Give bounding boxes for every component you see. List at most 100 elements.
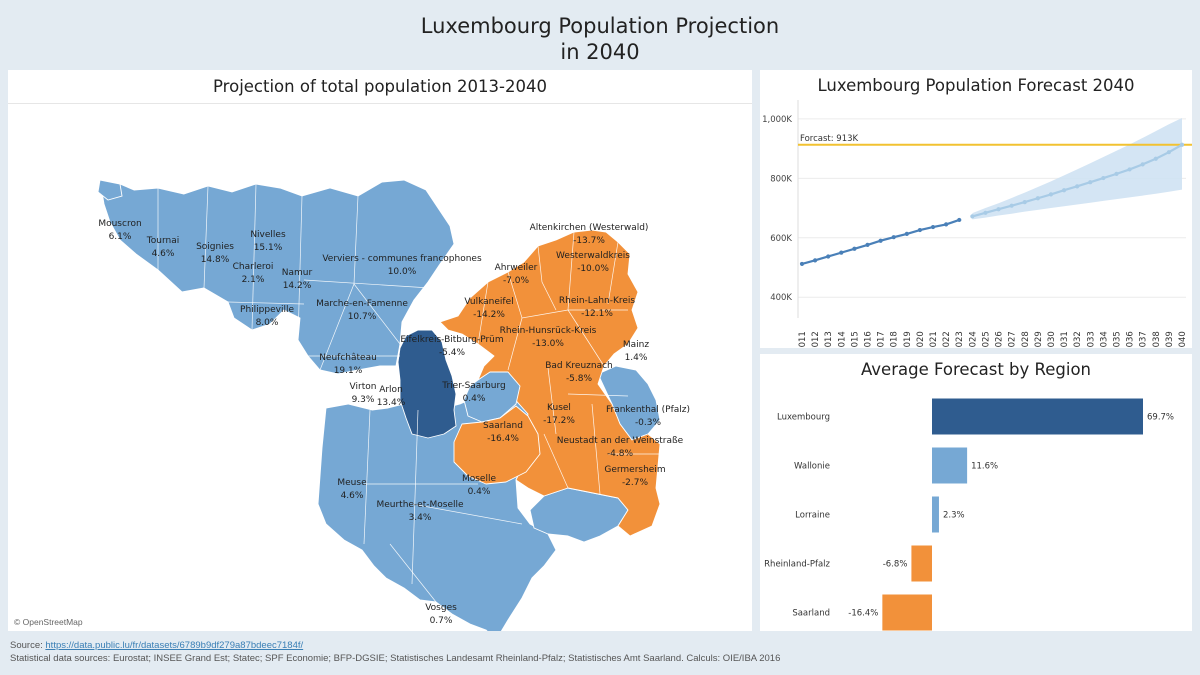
data-point[interactable]: [839, 250, 844, 255]
data-point[interactable]: [957, 217, 962, 223]
source-link[interactable]: https://data.public.lu/fr/datasets/6789b…: [45, 640, 304, 651]
map-label-value: 4.6%: [152, 249, 175, 259]
bar-luxembourg[interactable]: [932, 398, 1143, 435]
data-point[interactable]: [865, 242, 870, 248]
map-label-value: 9.3%: [352, 395, 375, 405]
region-shape-saarland[interactable]: [453, 405, 541, 485]
map-label-value: -0.3%: [635, 418, 662, 428]
x-tick-label: 2040: [1178, 331, 1188, 348]
district-border: [411, 503, 523, 525]
forecast-line-title: Luxembourg Population Forecast 2040: [817, 76, 1135, 95]
data-point[interactable]: [1153, 156, 1158, 161]
x-tick-label: 2022: [942, 331, 952, 348]
data-point[interactable]: [996, 207, 1001, 212]
map-label-rhein-lahn-kreis: Rhein-Lahn-Kreis -12.1%: [559, 296, 636, 319]
title-line-1: Luxembourg Population Projection: [420, 14, 780, 38]
map-label-value: -14.2%: [473, 310, 505, 320]
map-label-value: -12.1%: [581, 309, 613, 319]
map-label-name: Arlon: [379, 385, 403, 395]
map-label-marche-en-famenne: Marche-en-Famenne 10.7%: [316, 299, 408, 322]
region-map[interactable]: Mouscron 6.1% Tournai 4.6% Soignies 14.8% Nive…: [8, 104, 752, 631]
map-label-name: Mouscron: [98, 219, 141, 229]
data-point[interactable]: [826, 254, 831, 259]
x-tick-label: 2039: [1165, 331, 1175, 348]
map-label-namur: Namur 14.2%: [282, 268, 313, 291]
data-point[interactable]: [799, 261, 805, 267]
region-shape-mouscron[interactable]: [97, 179, 123, 201]
data-point[interactable]: [852, 246, 857, 251]
map-label-ahrweiler: Ahrweiler -7.0%: [495, 263, 538, 286]
map-label-value: 8.0%: [256, 318, 279, 328]
map-label-name: Nivelles: [250, 230, 286, 240]
data-point[interactable]: [1140, 162, 1145, 167]
bar-rheinland-pfalz[interactable]: [911, 545, 932, 582]
map-label-value: 0.7%: [430, 616, 453, 626]
data-point[interactable]: [1114, 171, 1119, 176]
data-point[interactable]: [878, 238, 883, 243]
x-tick-label: 2011: [798, 331, 808, 348]
map-label-kusel: Kusel -17.2%: [543, 403, 575, 426]
data-point[interactable]: [1075, 184, 1080, 189]
bar-wallonie[interactable]: [932, 447, 968, 484]
x-tick-label: 2012: [811, 331, 821, 348]
bar-category-lorraine: Lorraine: [795, 511, 830, 521]
x-tick-label: 2019: [903, 331, 913, 348]
map-label-value: -10.0%: [577, 264, 609, 274]
y-tick-label: 800K: [770, 174, 792, 184]
data-point[interactable]: [970, 214, 975, 219]
map-label-value: 4.6%: [341, 491, 364, 501]
map-label-name: Philippeville: [240, 305, 294, 315]
map-label-neustadt-an-der-weinstrasse: Neustadt an der Weinstraße -4.8%: [557, 436, 684, 459]
data-point[interactable]: [891, 235, 896, 240]
data-point[interactable]: [1048, 192, 1054, 197]
map-label-name: Germersheim: [604, 465, 665, 475]
map-label-value: 15.1%: [254, 243, 283, 253]
region-bar-chart[interactable]: Luxembourg 69.7% Wallonie 11.6% Lorraine 2.3%…: [760, 354, 1192, 631]
map-label-saarland: Saarland -16.4%: [483, 421, 523, 444]
bar-category-luxembourg: Luxembourg: [777, 413, 830, 423]
data-point[interactable]: [1022, 200, 1027, 205]
data-point[interactable]: [1179, 142, 1185, 147]
map-label-mouscron: Mouscron 6.1%: [98, 219, 141, 242]
map-label-name: Saarland: [483, 421, 523, 431]
district-border: [297, 195, 303, 341]
data-point[interactable]: [1061, 188, 1067, 193]
map-label-name: Frankenthal (Pfalz): [606, 405, 690, 415]
region-shape-luxembourg[interactable]: [397, 329, 457, 439]
map-label-tournai: Tournai 4.6%: [146, 236, 179, 259]
x-tick-label: 2026: [995, 331, 1005, 348]
map-label-name: Rhein-Hunsrück-Kreis: [500, 326, 597, 336]
district-border: [203, 185, 209, 289]
map-label-name: Mainz: [623, 340, 649, 350]
map-label-name: Verviers - communes francophones: [322, 254, 482, 264]
data-point[interactable]: [1127, 167, 1132, 172]
data-point[interactable]: [930, 224, 936, 230]
x-tick-label: 2013: [824, 331, 834, 348]
map-label-value: 0.4%: [468, 487, 491, 497]
district-border: [547, 367, 557, 435]
data-point[interactable]: [1088, 180, 1093, 185]
x-tick-label: 2025: [981, 331, 991, 348]
data-point[interactable]: [1166, 150, 1171, 155]
district-border: [353, 283, 401, 345]
map-label-value: 1.4%: [625, 353, 648, 363]
region-shape-wallonia[interactable]: [99, 179, 455, 375]
x-tick-label: 2024: [968, 331, 978, 348]
data-point[interactable]: [1101, 175, 1106, 181]
data-point[interactable]: [944, 222, 949, 227]
bar-saarland[interactable]: [882, 594, 932, 631]
bar-value-label: 2.3%: [943, 511, 965, 521]
map-label-name: Namur: [282, 268, 313, 278]
data-point[interactable]: [813, 258, 818, 263]
district-border: [543, 433, 569, 489]
district-border: [227, 301, 305, 305]
data-point[interactable]: [917, 227, 923, 233]
map-title: Projection of total population 2013-2040: [8, 70, 752, 104]
data-point[interactable]: [983, 210, 988, 215]
map-label-name: Trier-Saarburg: [441, 381, 505, 391]
data-point[interactable]: [904, 231, 909, 237]
bar-lorraine[interactable]: [932, 496, 939, 533]
data-point[interactable]: [1035, 196, 1040, 201]
data-point[interactable]: [1009, 203, 1014, 208]
